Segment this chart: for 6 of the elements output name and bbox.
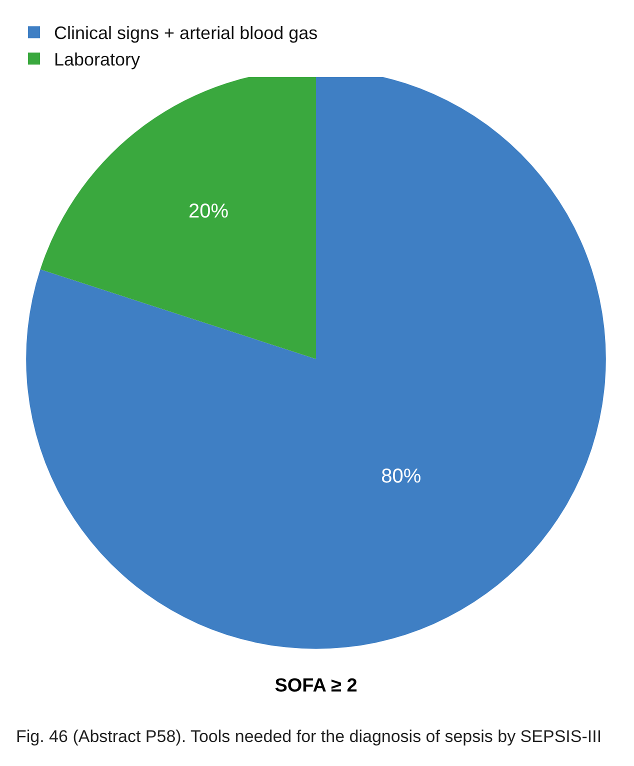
legend-label: Laboratory: [54, 50, 140, 70]
text: SOFA ≥ 2: [274, 675, 358, 696]
legend-label: Clinical signs + arterial blood gas: [54, 23, 318, 44]
caption: Fig. 46 (Abstract P58). Tools needed for the diagnosis of sepsis by SEPSIS-III: [16, 727, 602, 746]
data-label: 80%: [381, 465, 422, 488]
data-label: 20%: [188, 200, 229, 222]
